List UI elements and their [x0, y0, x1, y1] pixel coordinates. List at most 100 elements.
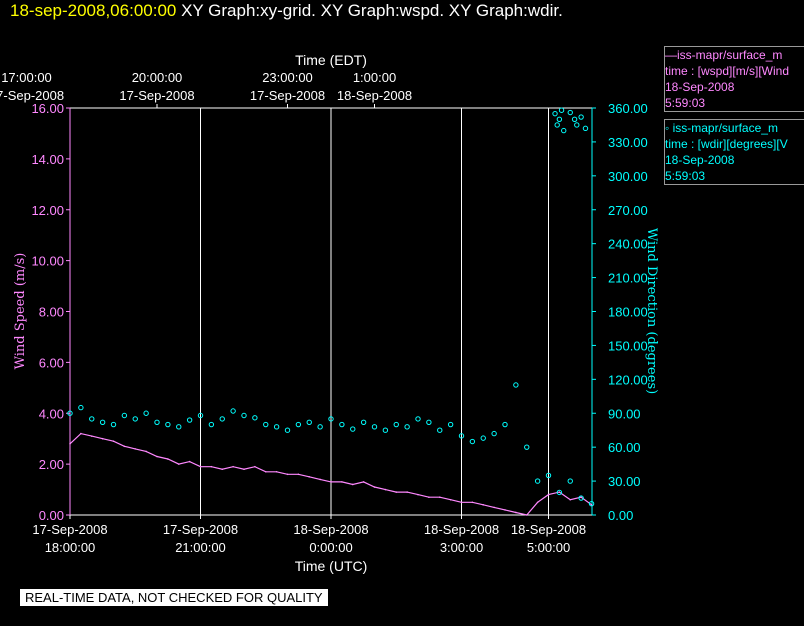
x-axis-title: Time (UTC) [295, 558, 368, 574]
axes-layer: 0.00 2.00 4.00 6.00 8.00 10.00 12.00 14.00 16.00… [0, 70, 648, 555]
wind-direction-point [350, 426, 356, 432]
wind-speed-point [515, 511, 517, 514]
wind-direction-point [306, 419, 312, 425]
wind-direction-point [78, 404, 84, 411]
bottom-tick-date: 18-Sep-2008 [511, 522, 586, 537]
wind-direction-point [252, 415, 258, 421]
wind-speed-point [134, 448, 137, 450]
y-left-tick-label: 4.00 [39, 406, 64, 421]
wind-direction-point [99, 419, 106, 425]
bottom-tick-date: 18-Sep-2008 [293, 522, 368, 537]
wind-speed-point [504, 509, 506, 511]
bottom-tick-time: 0:00:00 [309, 540, 352, 555]
wind-direction-point [328, 416, 334, 422]
wind-speed-point [438, 496, 441, 498]
wind-speed-point [406, 491, 408, 493]
y-right-tick-label: 120.00 [608, 372, 648, 387]
legend-direction: ◦ iss-mapr/surface_m time : [wdir][degre… [664, 119, 804, 185]
y-right-tick-label: 330.00 [608, 135, 648, 150]
wind-direction-point [561, 127, 567, 134]
bottom-tick-date: 17-Sep-2008 [163, 522, 238, 537]
wind-direction-point [67, 410, 73, 416]
wind-direction-point [588, 500, 595, 507]
wind-speed-point [112, 440, 115, 443]
y-left-tick-label: 16.00 [31, 101, 64, 116]
legend-speed: —iss-mapr/surface_m time : [wspd][m/s][W… [664, 46, 804, 112]
wind-direction-point [263, 421, 269, 428]
wind-speed-point [167, 458, 169, 460]
wind-direction-point [404, 424, 410, 430]
top-tick-time: 1:00:00 [353, 70, 396, 85]
wind-direction-point [574, 122, 580, 128]
wind-speed-point [417, 493, 419, 496]
wind-speed-point [428, 496, 430, 498]
wind-direction-point [582, 125, 589, 132]
wind-direction-point [317, 424, 323, 430]
top-axis-title: Time (EDT) [295, 52, 367, 68]
wind-speed-point [493, 506, 495, 509]
y-right-tick-label: 360.00 [608, 101, 648, 116]
wind-speed-point [373, 486, 376, 488]
wind-direction-point [154, 419, 160, 425]
wind-speed-point [471, 501, 474, 504]
wind-speed-point [156, 455, 158, 458]
wind-speed-point [254, 465, 256, 468]
bottom-tick-time: 21:00:00 [175, 540, 226, 555]
wind-direction-point [121, 412, 128, 419]
wind-speed-point [80, 432, 82, 435]
wind-direction-point [524, 444, 530, 450]
wind-direction-point [110, 421, 117, 428]
wind-direction-point [132, 416, 138, 422]
y-right-tick-label: 60.00 [608, 440, 641, 455]
wind-speed-point [210, 465, 213, 468]
wind-direction-point [578, 114, 584, 120]
quality-disclaimer: REAL-TIME DATA, NOT CHECKED FOR QUALITY [20, 589, 328, 606]
y-left-tick-label: 2.00 [39, 457, 64, 472]
wind-direction-point [447, 421, 454, 428]
wind-speed-point [101, 437, 104, 440]
wind-direction-point [197, 412, 204, 419]
wind-speed-point [199, 465, 202, 468]
wind-speed-point [297, 473, 300, 476]
wind-speed-point [264, 470, 267, 473]
legend-direction-var: time : [wdir][degrees][V [665, 137, 788, 151]
y-left-tick-label: 6.00 [39, 355, 64, 370]
wind-speed-point [547, 493, 550, 496]
wind-speed-point [449, 498, 452, 501]
wind-direction-point [371, 424, 378, 430]
wind-direction-point [339, 421, 345, 428]
wind-direction-point [558, 107, 565, 113]
wind-direction-point [230, 408, 236, 414]
wind-speed-point [362, 481, 365, 483]
wind-speed-point [243, 468, 245, 471]
wind-speed-point [525, 514, 528, 516]
y-right-tick-label: 30.00 [608, 474, 641, 489]
wind-speed-point [177, 463, 180, 465]
y-left-tick-label: 12.00 [31, 203, 64, 218]
wind-speed-point [460, 501, 463, 504]
wind-direction-point [393, 421, 399, 428]
bottom-tick-time: 3:00:00 [440, 540, 483, 555]
top-tick-time: 20:00:00 [132, 70, 183, 85]
header-timestamp: 18-sep-2008,06:00:00 [10, 1, 177, 20]
wind-direction-point [556, 489, 563, 496]
wind-direction-point [360, 419, 367, 425]
wind-direction-point [556, 116, 563, 123]
y-left-tick-label: 10.00 [31, 254, 64, 269]
wind-speed-point [558, 491, 561, 493]
y-right-tick-label: 270.00 [608, 203, 648, 218]
wind-direction-point [567, 109, 573, 116]
wind-direction-point [469, 438, 476, 445]
wind-direction-point [458, 433, 465, 439]
wind-direction-point [545, 472, 552, 479]
legend-direction-date: 18-Sep-2008 [665, 153, 735, 167]
y-left-tick-label: 8.00 [39, 305, 64, 320]
wind-direction-point [208, 421, 215, 428]
top-tick-time: 23:00:00 [262, 70, 313, 85]
y-right-tick-label: 210.00 [608, 271, 648, 286]
wind-direction-point [273, 424, 280, 430]
wind-speed-point [569, 498, 572, 501]
wind-speed-point [590, 504, 593, 506]
wind-speed-point [536, 501, 539, 504]
